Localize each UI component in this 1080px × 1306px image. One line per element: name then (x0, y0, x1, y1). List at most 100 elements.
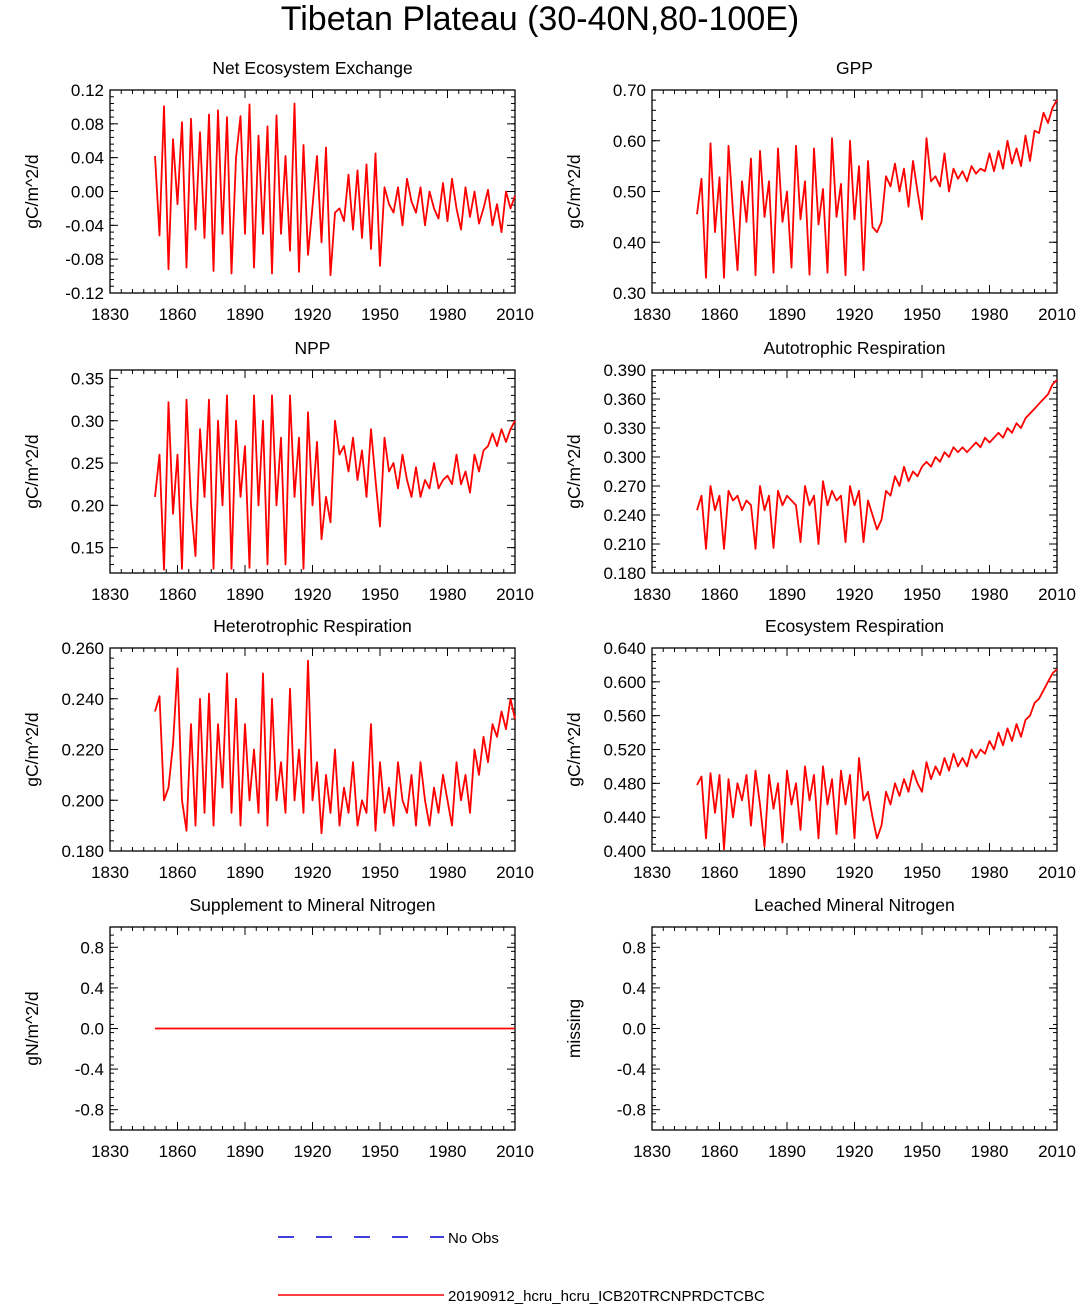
legend: No Obs 20190912_hcru_hcru_ICB20TRCNPRDCT… (278, 1230, 765, 1305)
y-tick-label: -0.08 (65, 250, 104, 269)
x-tick-label: 1920 (294, 863, 332, 882)
x-tick-label: 1830 (91, 1142, 129, 1161)
x-tick-label: 1920 (294, 305, 332, 324)
y-tick-label: 0.600 (603, 673, 646, 692)
y-tick-label: 0.180 (61, 842, 104, 861)
y-tick-label: -0.4 (75, 1060, 104, 1079)
y-tick-label: 0.440 (603, 808, 646, 827)
y-axis-label: gC/m^2/d (22, 154, 42, 228)
y-tick-label: 0.0 (622, 1020, 646, 1039)
y-tick-label: 0.30 (71, 412, 104, 431)
y-tick-label: 0.04 (71, 149, 104, 168)
x-tick-label: 1950 (361, 585, 399, 604)
x-tick-label: 2010 (496, 863, 534, 882)
x-tick-label: 1980 (971, 1142, 1009, 1161)
y-tick-label: 0.40 (613, 233, 646, 252)
y-axis-label: gC/m^2/d (564, 434, 584, 508)
series-line-0 (696, 668, 1058, 851)
y-tick-label: 0.4 (80, 979, 104, 998)
y-tick-label: 0.20 (71, 496, 104, 515)
y-tick-label: 0.00 (71, 183, 104, 202)
x-tick-label: 2010 (496, 1142, 534, 1161)
panel-title: Supplement to Mineral Nitrogen (189, 895, 435, 915)
y-tick-label: 0.210 (603, 535, 646, 554)
chart-panel-1: GPP gC/m^2/d 0.30 0.40 0.50 0.60 0.70 1830 1860 1… (564, 58, 1076, 324)
y-tick-label: 0.12 (71, 81, 104, 100)
plot-frame (109, 89, 516, 294)
panel-title: NPP (295, 338, 331, 358)
x-tick-label: 1860 (159, 585, 197, 604)
x-tick-label: 2010 (1038, 863, 1076, 882)
chart-panel-6: Supplement to Mineral Nitrogen gN/m^2/d -0… (22, 895, 534, 1161)
x-tick-label: 1860 (159, 1142, 197, 1161)
y-tick-label: 0.30 (613, 284, 646, 303)
y-tick-label: 0.50 (613, 183, 646, 202)
x-tick-label: 2010 (1038, 585, 1076, 604)
y-axis-label: missing (564, 999, 584, 1058)
x-tick-label: 1950 (361, 1142, 399, 1161)
x-tick-label: 1980 (429, 863, 467, 882)
y-tick-label: 0.360 (603, 390, 646, 409)
x-tick-label: 1920 (836, 585, 874, 604)
y-tick-label: 0.330 (603, 419, 646, 438)
y-tick-label: 0.8 (622, 938, 646, 957)
x-tick-label: 1890 (226, 863, 264, 882)
x-tick-label: 1830 (91, 305, 129, 324)
x-tick-label: 1920 (836, 863, 874, 882)
chart-panel-4: Heterotrophic Respiration gC/m^2/d 0.180 0.… (22, 616, 534, 882)
x-tick-label: 1890 (768, 585, 806, 604)
x-tick-label: 1950 (903, 1142, 941, 1161)
y-tick-label: -0.4 (617, 1060, 646, 1079)
y-tick-label: 0.240 (61, 690, 104, 709)
x-tick-label: 1860 (159, 863, 197, 882)
y-tick-label: 0.240 (603, 506, 646, 525)
y-tick-label: 0.270 (603, 477, 646, 496)
y-tick-label: 0.300 (603, 448, 646, 467)
plot-frame (109, 369, 516, 574)
x-tick-label: 1860 (701, 1142, 739, 1161)
x-tick-label: 1950 (903, 585, 941, 604)
x-tick-label: 1980 (971, 585, 1009, 604)
x-tick-label: 1920 (836, 305, 874, 324)
y-axis-label: gC/m^2/d (564, 154, 584, 228)
x-tick-label: 1950 (903, 305, 941, 324)
y-tick-label: 0.260 (61, 639, 104, 658)
x-tick-label: 1950 (361, 863, 399, 882)
x-tick-label: 1890 (768, 1142, 806, 1161)
y-axis-label: gC/m^2/d (22, 434, 42, 508)
x-tick-label: 1860 (701, 863, 739, 882)
series-line-0 (154, 659, 516, 835)
x-tick-label: 1980 (429, 585, 467, 604)
x-tick-label: 1890 (226, 1142, 264, 1161)
y-tick-label: 0.08 (71, 115, 104, 134)
x-tick-label: 1950 (361, 305, 399, 324)
y-axis-label: gN/m^2/d (22, 991, 42, 1065)
plot-frame (651, 89, 1058, 294)
y-tick-label: 0.0 (80, 1020, 104, 1039)
panel-title: Heterotrophic Respiration (213, 616, 411, 636)
y-axis-label: gC/m^2/d (22, 712, 42, 786)
series-line-0 (696, 99, 1058, 279)
x-tick-label: 1830 (633, 1142, 671, 1161)
chart-panel-5: Ecosystem Respiration gC/m^2/d 0.400 0.440 0… (564, 616, 1076, 882)
panel-title: Net Ecosystem Exchange (212, 58, 412, 78)
x-tick-label: 1890 (226, 585, 264, 604)
x-tick-label: 1830 (91, 585, 129, 604)
panels: Net Ecosystem Exchange gC/m^2/d -0.12 -0.08… (22, 58, 1076, 1161)
series-line-0 (154, 102, 516, 277)
x-tick-label: 1980 (971, 305, 1009, 324)
plot-frame (651, 926, 1058, 1131)
y-tick-label: 0.200 (61, 791, 104, 810)
y-tick-label: 0.35 (71, 369, 104, 388)
plot-frame (109, 647, 516, 852)
y-tick-label: 0.8 (80, 938, 104, 957)
panel-title: Ecosystem Respiration (765, 616, 944, 636)
y-tick-label: 0.390 (603, 361, 646, 380)
chart-panel-3: Autotrophic Respiration gC/m^2/d 0.180 0.21… (564, 338, 1076, 604)
x-tick-label: 1890 (226, 305, 264, 324)
x-tick-label: 1830 (91, 863, 129, 882)
y-tick-label: 0.15 (71, 539, 104, 558)
x-tick-label: 1980 (429, 305, 467, 324)
x-tick-label: 1860 (159, 305, 197, 324)
y-axis-label: gC/m^2/d (564, 712, 584, 786)
